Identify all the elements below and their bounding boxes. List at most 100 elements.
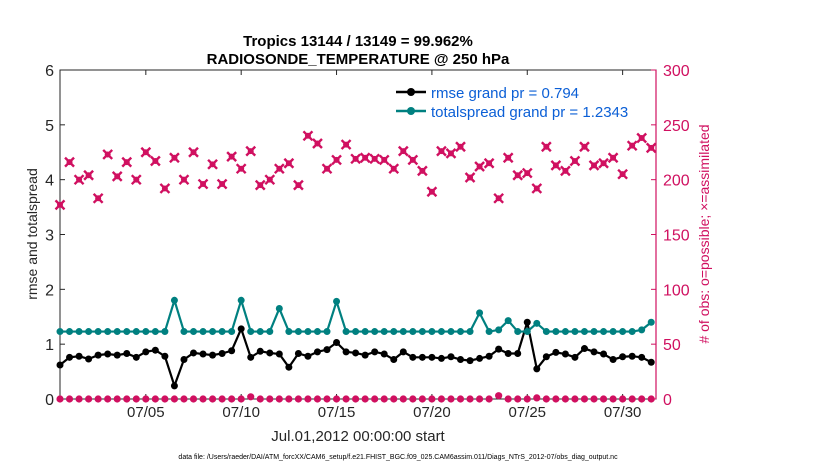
data-point-totalspread xyxy=(514,328,522,336)
x-mark-core xyxy=(314,140,321,147)
x-mark-core xyxy=(610,154,617,161)
data-point-possible xyxy=(390,395,398,403)
data-point-possible xyxy=(466,395,474,403)
data-point-possible xyxy=(342,395,350,403)
data-point-rmse xyxy=(571,353,579,361)
data-point-assimilated xyxy=(140,146,152,158)
data-point-possible xyxy=(56,395,64,403)
data-point-totalspread xyxy=(466,328,474,336)
x-mark-core xyxy=(438,148,445,155)
data-point-assimilated xyxy=(216,178,228,190)
data-point-totalspread xyxy=(218,328,226,336)
data-point-possible xyxy=(104,395,112,403)
y-tick-label: 2 xyxy=(45,282,54,299)
x-mark-core xyxy=(66,159,73,166)
x-mark-core xyxy=(543,143,550,150)
data-point-possible xyxy=(266,395,274,403)
x-mark-core xyxy=(428,188,435,195)
data-point-totalspread xyxy=(390,328,398,336)
data-point-totalspread xyxy=(142,328,150,336)
data-point-possible xyxy=(485,395,493,403)
data-point-rmse xyxy=(132,353,140,361)
data-point-assimilated xyxy=(54,199,66,211)
data-point-assimilated xyxy=(359,152,371,164)
y-tick-label: 6 xyxy=(45,63,54,80)
x-mark-core xyxy=(219,181,226,188)
data-point-possible xyxy=(380,395,388,403)
data-point-possible xyxy=(65,395,74,403)
data-point-possible xyxy=(523,395,531,403)
data-point-assimilated xyxy=(407,154,419,166)
data-point-rmse xyxy=(199,350,207,358)
data-point-possible xyxy=(285,395,293,403)
data-point-rmse xyxy=(361,351,369,359)
legend-rmse-label: rmse grand pr = 0.794 xyxy=(431,85,579,102)
data-point-rmse xyxy=(371,348,379,356)
data-point-rmse xyxy=(190,349,198,357)
data-point-totalspread xyxy=(418,328,426,336)
data-point-assimilated xyxy=(369,153,381,165)
data-point-assimilated xyxy=(226,151,237,162)
data-point-assimilated xyxy=(464,172,476,183)
data-point-possible xyxy=(638,395,646,403)
data-point-possible xyxy=(247,393,255,401)
data-point-rmse xyxy=(294,349,302,357)
data-point-possible xyxy=(228,395,236,403)
data-point-totalspread xyxy=(542,328,550,336)
x-mark-core xyxy=(209,161,216,168)
data-point-totalspread xyxy=(552,328,560,336)
x-mark-core xyxy=(571,158,578,165)
data-point-possible xyxy=(304,395,312,403)
data-point-rmse xyxy=(619,353,627,361)
data-point-assimilated xyxy=(607,152,619,164)
data-point-totalspread xyxy=(190,328,198,336)
x-mark-core xyxy=(114,173,121,180)
x-mark-core xyxy=(591,162,598,169)
series-layer xyxy=(54,130,657,403)
x-mark-core xyxy=(390,165,397,172)
x-mark-core xyxy=(142,149,149,156)
y-tick-label: 0 xyxy=(45,392,54,409)
data-point-totalspread xyxy=(313,328,321,336)
data-point-rmse xyxy=(237,325,245,333)
x-mark-core xyxy=(619,171,626,178)
data-point-rmse xyxy=(380,350,388,358)
data-point-assimilated xyxy=(493,192,505,204)
data-point-totalspread xyxy=(437,328,445,336)
data-point-rmse xyxy=(504,349,512,357)
data-point-totalspread xyxy=(94,328,102,336)
data-point-totalspread xyxy=(504,317,512,325)
data-point-assimilated xyxy=(92,192,104,204)
data-point-totalspread xyxy=(151,328,159,336)
data-point-rmse xyxy=(542,353,550,361)
x-mark-core xyxy=(295,182,302,189)
x-mark-core xyxy=(457,143,464,150)
y2-tick-label: 200 xyxy=(663,173,690,190)
y2-tick-label: 250 xyxy=(663,118,690,135)
y-axis-left: 0 1 2 3 4 5 6 xyxy=(45,63,65,409)
data-point-rmse xyxy=(228,347,236,355)
x-mark-core xyxy=(171,154,178,161)
data-point-totalspread xyxy=(590,328,598,336)
data-point-assimilated xyxy=(531,183,543,194)
data-point-assimilated xyxy=(159,183,171,194)
x-mark-core xyxy=(152,158,159,165)
data-point-assimilated xyxy=(550,160,562,171)
data-point-totalspread xyxy=(571,328,579,336)
data-point-totalspread xyxy=(132,328,140,336)
data-point-assimilated xyxy=(293,179,304,191)
data-point-rmse xyxy=(523,318,531,326)
data-point-totalspread xyxy=(294,328,302,336)
data-point-possible xyxy=(94,395,102,403)
data-point-totalspread xyxy=(533,319,541,327)
x-mark-core xyxy=(76,176,83,183)
x-mark-core xyxy=(257,182,264,189)
data-point-totalspread xyxy=(399,328,407,336)
data-point-assimilated xyxy=(388,163,400,175)
data-point-assimilated xyxy=(579,141,590,153)
data-point-totalspread xyxy=(323,328,331,336)
x-mark-core xyxy=(371,155,378,162)
x-mark-core xyxy=(447,150,454,157)
data-point-assimilated xyxy=(598,157,609,169)
x-mark-core xyxy=(276,165,283,172)
